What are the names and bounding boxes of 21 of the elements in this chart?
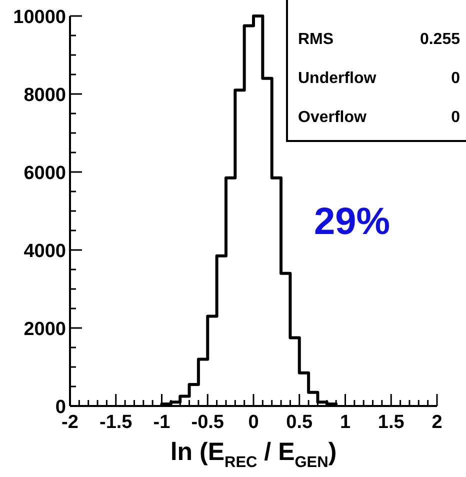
- annotation: Underflow: [298, 70, 377, 87]
- x-tick-label: -0.5: [191, 412, 224, 433]
- y-tick-label: 6000: [24, 163, 66, 184]
- x-tick-label: 2: [432, 412, 442, 433]
- y-tick-label: 2000: [24, 319, 66, 340]
- x-axis-title: ln (E$_{REC}$ / E$_{GEN}$): [170, 438, 337, 472]
- x-tick-label: -1: [153, 412, 171, 433]
- text: 0: [451, 109, 460, 126]
- annotation: 29%: [314, 201, 390, 243]
- y-tick-label: 10000: [13, 7, 66, 28]
- x-tick-label: 1.5: [378, 412, 405, 433]
- annotation: 0.255: [420, 31, 460, 48]
- y-tick-label: 8000: [24, 85, 66, 106]
- x-tick-label: 0: [248, 412, 259, 433]
- annotation: RMS: [298, 31, 334, 48]
- y-tick-label: 4000: [24, 241, 66, 262]
- x-tick-label: 0.5: [286, 412, 314, 433]
- x-tick-label: 1: [340, 412, 351, 433]
- annotation: Overflow: [298, 109, 368, 126]
- text: 0: [451, 70, 460, 87]
- x-tick-label: -1.5: [100, 412, 133, 433]
